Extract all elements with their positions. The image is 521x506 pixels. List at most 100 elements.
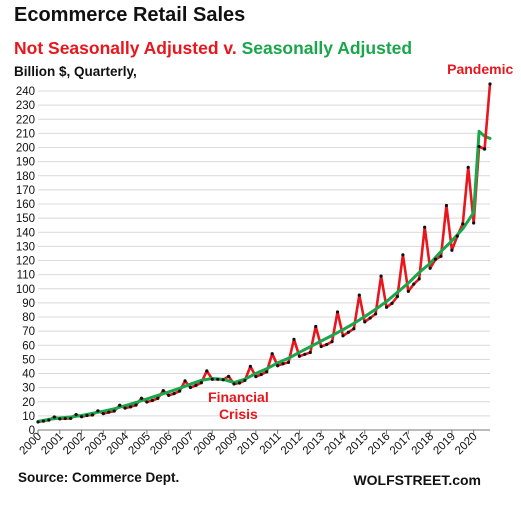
data-point: [308, 350, 312, 355]
data-point: [297, 354, 301, 358]
x-tick-label: 2016: [366, 431, 393, 458]
brand-label: WOLFSTREET.com: [353, 472, 481, 488]
y-tick-label: 170: [16, 185, 35, 197]
y-tick-label: 200: [16, 143, 35, 155]
data-point: [52, 415, 56, 419]
data-point: [58, 417, 62, 421]
y-tick-label: 220: [16, 114, 35, 126]
data-point: [216, 377, 220, 381]
source-label: Source: Commerce Dept.: [18, 470, 180, 485]
data-point: [232, 382, 236, 386]
data-point: [101, 412, 105, 416]
data-point: [384, 305, 389, 309]
data-point: [90, 413, 95, 417]
x-tick-label: 2004: [105, 430, 132, 457]
annotation-label: Financial: [208, 389, 269, 405]
data-point: [150, 398, 154, 403]
chart-title: Ecommerce Retail Sales: [14, 4, 246, 26]
y-tick-label: 70: [22, 326, 35, 338]
y-tick-label: 160: [16, 199, 35, 211]
data-point: [406, 289, 410, 293]
data-point: [335, 310, 340, 314]
data-point: [161, 388, 165, 393]
data-point: [346, 330, 351, 334]
y-tick-label: 0: [29, 425, 35, 437]
annotation-label: Crisis: [219, 406, 258, 422]
data-point: [188, 385, 193, 390]
series-line-nsa: [36, 145, 486, 424]
x-tick-label: 2020: [453, 431, 480, 458]
subtitle-separator: v.: [218, 38, 242, 58]
x-tick-label: 2005: [126, 431, 153, 458]
data-point: [412, 282, 416, 286]
data-point: [156, 396, 160, 400]
y-tick-label: 130: [16, 241, 35, 253]
units-label: Billion $, Quarterly,: [14, 64, 137, 79]
data-point: [172, 391, 176, 396]
data-point: [352, 327, 356, 331]
x-tick-label: 2010: [235, 431, 262, 458]
x-tick-label: 2018: [410, 431, 437, 458]
data-point: [134, 403, 138, 407]
data-point: [374, 312, 378, 316]
data-point: [439, 254, 443, 258]
y-tick-label: 150: [16, 213, 35, 225]
data-point: [118, 403, 122, 407]
data-point: [210, 377, 214, 381]
x-tick-label: 2007: [170, 431, 197, 458]
data-point: [319, 344, 323, 349]
data-point: [259, 372, 263, 377]
y-tick-label: 20: [22, 397, 35, 409]
data-point: [41, 419, 46, 423]
data-point: [227, 374, 231, 378]
y-tick-label: 140: [16, 227, 35, 239]
data-point: [112, 409, 116, 413]
x-tick-label: 2009: [214, 431, 241, 458]
x-tick-label: 2000: [18, 431, 45, 458]
data-point: [96, 409, 100, 413]
data-point: [79, 415, 84, 419]
data-point: [123, 406, 127, 410]
data-point: [281, 362, 285, 366]
data-point: [63, 416, 67, 421]
x-tick-label: 2001: [39, 431, 66, 458]
data-point: [145, 400, 149, 404]
data-point: [276, 364, 280, 368]
data-point: [314, 324, 318, 329]
y-tick-label: 100: [16, 284, 35, 296]
data-point: [450, 248, 454, 252]
y-tick-label: 10: [22, 411, 35, 423]
data-point: [466, 165, 470, 169]
data-point: [221, 378, 225, 382]
data-point: [237, 381, 242, 385]
annotation-label: Pandemic: [447, 61, 513, 77]
data-point: [183, 379, 187, 383]
data-point: [379, 274, 383, 278]
data-point: [455, 234, 459, 238]
data-point: [428, 266, 432, 270]
y-tick-label: 90: [22, 298, 35, 310]
data-point: [177, 389, 182, 393]
data-point: [270, 352, 274, 356]
data-point: [368, 316, 372, 320]
data-point: [139, 396, 144, 400]
data-point: [248, 364, 252, 368]
x-tick-label: 2019: [431, 431, 458, 458]
data-point: [107, 410, 111, 414]
data-point: [85, 413, 89, 418]
data-point: [286, 360, 291, 364]
y-tick-label: 30: [22, 383, 35, 395]
x-tick-label: 2003: [83, 431, 110, 458]
x-tick-label: 2012: [279, 431, 306, 458]
subtitle-sa: Seasonally Adjusted: [241, 38, 413, 58]
data-point: [292, 337, 296, 341]
data-point: [363, 320, 367, 324]
data-point: [303, 352, 307, 356]
data-point: [325, 342, 329, 347]
y-tick-label: 230: [16, 100, 35, 112]
series-line-nsa: [483, 82, 492, 151]
data-point: [341, 334, 345, 338]
data-point: [194, 383, 198, 387]
data-point: [74, 413, 78, 417]
data-point: [69, 416, 73, 421]
